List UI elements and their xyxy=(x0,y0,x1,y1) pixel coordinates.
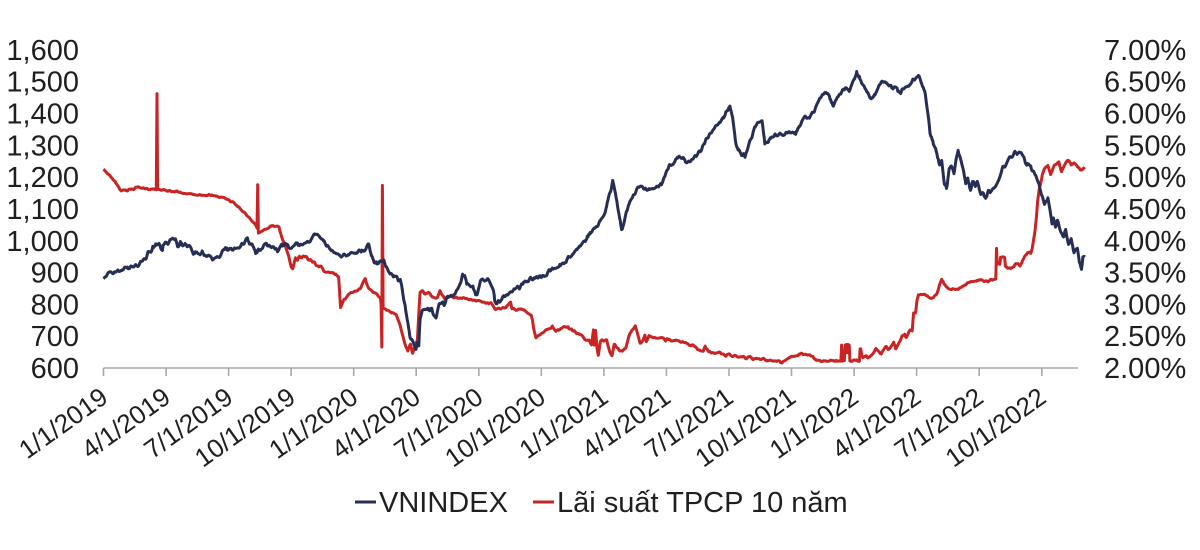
svg-text:Lãi suất TPCP 10 năm: Lãi suất TPCP 10 năm xyxy=(557,487,848,519)
svg-text:2.50%: 2.50% xyxy=(1104,321,1186,353)
svg-text:800: 800 xyxy=(31,289,79,321)
svg-text:700: 700 xyxy=(31,321,79,353)
svg-text:1,400: 1,400 xyxy=(6,99,79,131)
svg-text:6.00%: 6.00% xyxy=(1104,99,1186,131)
svg-text:5.50%: 5.50% xyxy=(1104,130,1186,162)
svg-text:1,100: 1,100 xyxy=(6,194,79,226)
svg-text:600: 600 xyxy=(31,353,79,385)
svg-text:1,200: 1,200 xyxy=(6,162,79,194)
svg-text:3.50%: 3.50% xyxy=(1104,258,1186,290)
svg-text:1,300: 1,300 xyxy=(6,130,79,162)
svg-text:6.50%: 6.50% xyxy=(1104,67,1186,99)
svg-text:1,500: 1,500 xyxy=(6,67,79,99)
svg-text:7.00%: 7.00% xyxy=(1104,35,1186,67)
svg-text:1,600: 1,600 xyxy=(6,35,79,67)
svg-text:1,000: 1,000 xyxy=(6,226,79,258)
svg-text:4.50%: 4.50% xyxy=(1104,194,1186,226)
svg-text:VNINDEX: VNINDEX xyxy=(379,487,508,519)
svg-text:5.00%: 5.00% xyxy=(1104,162,1186,194)
svg-text:4.00%: 4.00% xyxy=(1104,226,1186,258)
svg-text:2.00%: 2.00% xyxy=(1104,353,1186,385)
svg-text:900: 900 xyxy=(31,258,79,290)
svg-text:3.00%: 3.00% xyxy=(1104,289,1186,321)
